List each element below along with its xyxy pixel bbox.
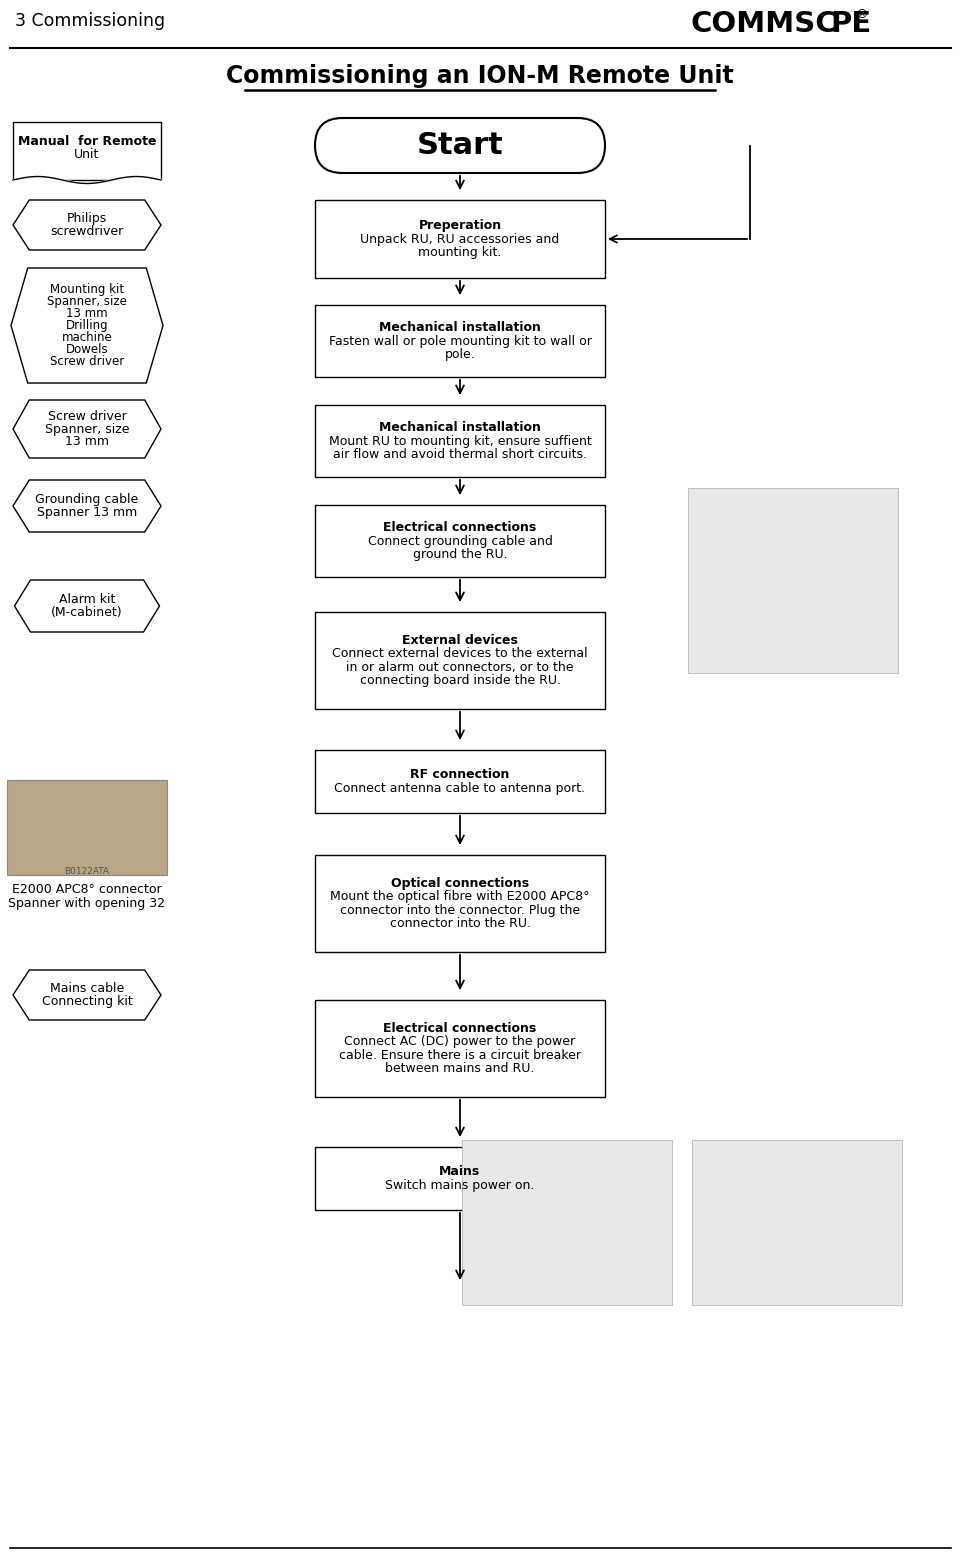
FancyBboxPatch shape — [315, 1147, 605, 1210]
Text: Mounting kit: Mounting kit — [50, 283, 124, 296]
Text: RF connection: RF connection — [410, 768, 509, 781]
FancyBboxPatch shape — [462, 1139, 672, 1305]
Text: ground the RU.: ground the RU. — [412, 548, 507, 560]
Text: Mechanical installation: Mechanical installation — [379, 321, 541, 333]
FancyBboxPatch shape — [688, 488, 898, 673]
FancyBboxPatch shape — [13, 122, 161, 180]
Text: COMMSC: COMMSC — [690, 9, 837, 38]
FancyBboxPatch shape — [315, 117, 605, 174]
Text: Connect AC (DC) power to the power: Connect AC (DC) power to the power — [344, 1036, 576, 1049]
Text: (M-cabinet): (M-cabinet) — [51, 606, 123, 618]
Text: between mains and RU.: between mains and RU. — [385, 1063, 534, 1075]
FancyBboxPatch shape — [692, 1139, 902, 1305]
FancyBboxPatch shape — [315, 854, 605, 952]
FancyBboxPatch shape — [315, 1000, 605, 1097]
Text: Spanner 13 mm: Spanner 13 mm — [37, 505, 137, 520]
Text: Dowels: Dowels — [65, 343, 109, 357]
FancyBboxPatch shape — [315, 505, 605, 577]
Text: air flow and avoid thermal short circuits.: air flow and avoid thermal short circuit… — [333, 448, 587, 462]
Text: Mains cable: Mains cable — [50, 983, 124, 995]
Polygon shape — [13, 200, 161, 250]
Text: PE: PE — [830, 9, 872, 38]
Text: Commissioning an ION-M Remote Unit: Commissioning an ION-M Remote Unit — [226, 64, 734, 88]
Text: E2000 APC8° connector: E2000 APC8° connector — [12, 883, 161, 897]
Text: Mains: Mains — [439, 1166, 480, 1178]
Text: Preperation: Preperation — [418, 219, 502, 232]
Polygon shape — [14, 581, 160, 632]
Text: Electrical connections: Electrical connections — [383, 521, 536, 534]
Text: Unpack RU, RU accessories and: Unpack RU, RU accessories and — [360, 233, 559, 246]
Text: Philips: Philips — [67, 213, 107, 225]
Text: External devices: External devices — [402, 634, 518, 646]
FancyBboxPatch shape — [315, 750, 605, 812]
Text: connector into the RU.: connector into the RU. — [389, 917, 530, 930]
Text: Switch mains power on.: Switch mains power on. — [385, 1178, 534, 1193]
Text: Alarm kit: Alarm kit — [59, 593, 115, 606]
Text: Connecting kit: Connecting kit — [41, 995, 133, 1008]
Text: in or alarm out connectors, or to the: in or alarm out connectors, or to the — [346, 660, 574, 675]
Text: Fasten wall or pole mounting kit to wall or: Fasten wall or pole mounting kit to wall… — [329, 335, 591, 347]
Text: Start: Start — [417, 131, 504, 160]
Text: connector into the connector. Plug the: connector into the connector. Plug the — [340, 903, 580, 917]
Polygon shape — [11, 268, 163, 383]
Text: Drilling: Drilling — [65, 319, 109, 332]
Text: Manual  for Remote: Manual for Remote — [17, 135, 157, 147]
Text: Connect external devices to the external: Connect external devices to the external — [333, 648, 588, 660]
Text: Mount the optical fibre with E2000 APC8°: Mount the optical fibre with E2000 APC8° — [331, 890, 590, 903]
Text: 3 Commissioning: 3 Commissioning — [15, 13, 165, 30]
Text: ®: ® — [855, 8, 868, 20]
Text: connecting board inside the RU.: connecting board inside the RU. — [359, 675, 560, 687]
Text: Optical connections: Optical connections — [391, 876, 530, 890]
Text: screwdriver: screwdriver — [50, 225, 124, 238]
Text: Unit: Unit — [74, 149, 100, 161]
Text: Mount RU to mounting kit, ensure suffient: Mount RU to mounting kit, ensure suffien… — [329, 435, 591, 448]
Text: mounting kit.: mounting kit. — [418, 246, 502, 258]
FancyBboxPatch shape — [315, 305, 605, 377]
Text: Grounding cable: Grounding cable — [36, 493, 138, 505]
Polygon shape — [13, 970, 161, 1020]
Text: 13 mm: 13 mm — [66, 307, 108, 319]
Text: Screw driver: Screw driver — [50, 355, 124, 368]
Text: Mechanical installation: Mechanical installation — [379, 421, 541, 434]
Text: Connect antenna cable to antenna port.: Connect antenna cable to antenna port. — [334, 782, 585, 795]
Text: pole.: pole. — [445, 347, 476, 362]
Text: Connect grounding cable and: Connect grounding cable and — [367, 535, 553, 548]
Text: Spanner, size: Spanner, size — [47, 294, 127, 308]
Text: 13 mm: 13 mm — [65, 435, 109, 448]
Text: Screw driver: Screw driver — [48, 410, 127, 423]
FancyBboxPatch shape — [315, 612, 605, 709]
Polygon shape — [13, 401, 161, 459]
Text: Spanner with opening 32: Spanner with opening 32 — [9, 897, 165, 909]
Polygon shape — [13, 480, 161, 532]
FancyBboxPatch shape — [7, 779, 167, 875]
Text: Spanner, size: Spanner, size — [45, 423, 129, 435]
FancyBboxPatch shape — [315, 200, 605, 279]
Text: Electrical connections: Electrical connections — [383, 1022, 536, 1034]
Text: cable. Ensure there is a circuit breaker: cable. Ensure there is a circuit breaker — [339, 1049, 581, 1061]
Text: machine: machine — [62, 332, 112, 344]
FancyBboxPatch shape — [315, 405, 605, 477]
Text: B0122ATA: B0122ATA — [64, 867, 110, 876]
